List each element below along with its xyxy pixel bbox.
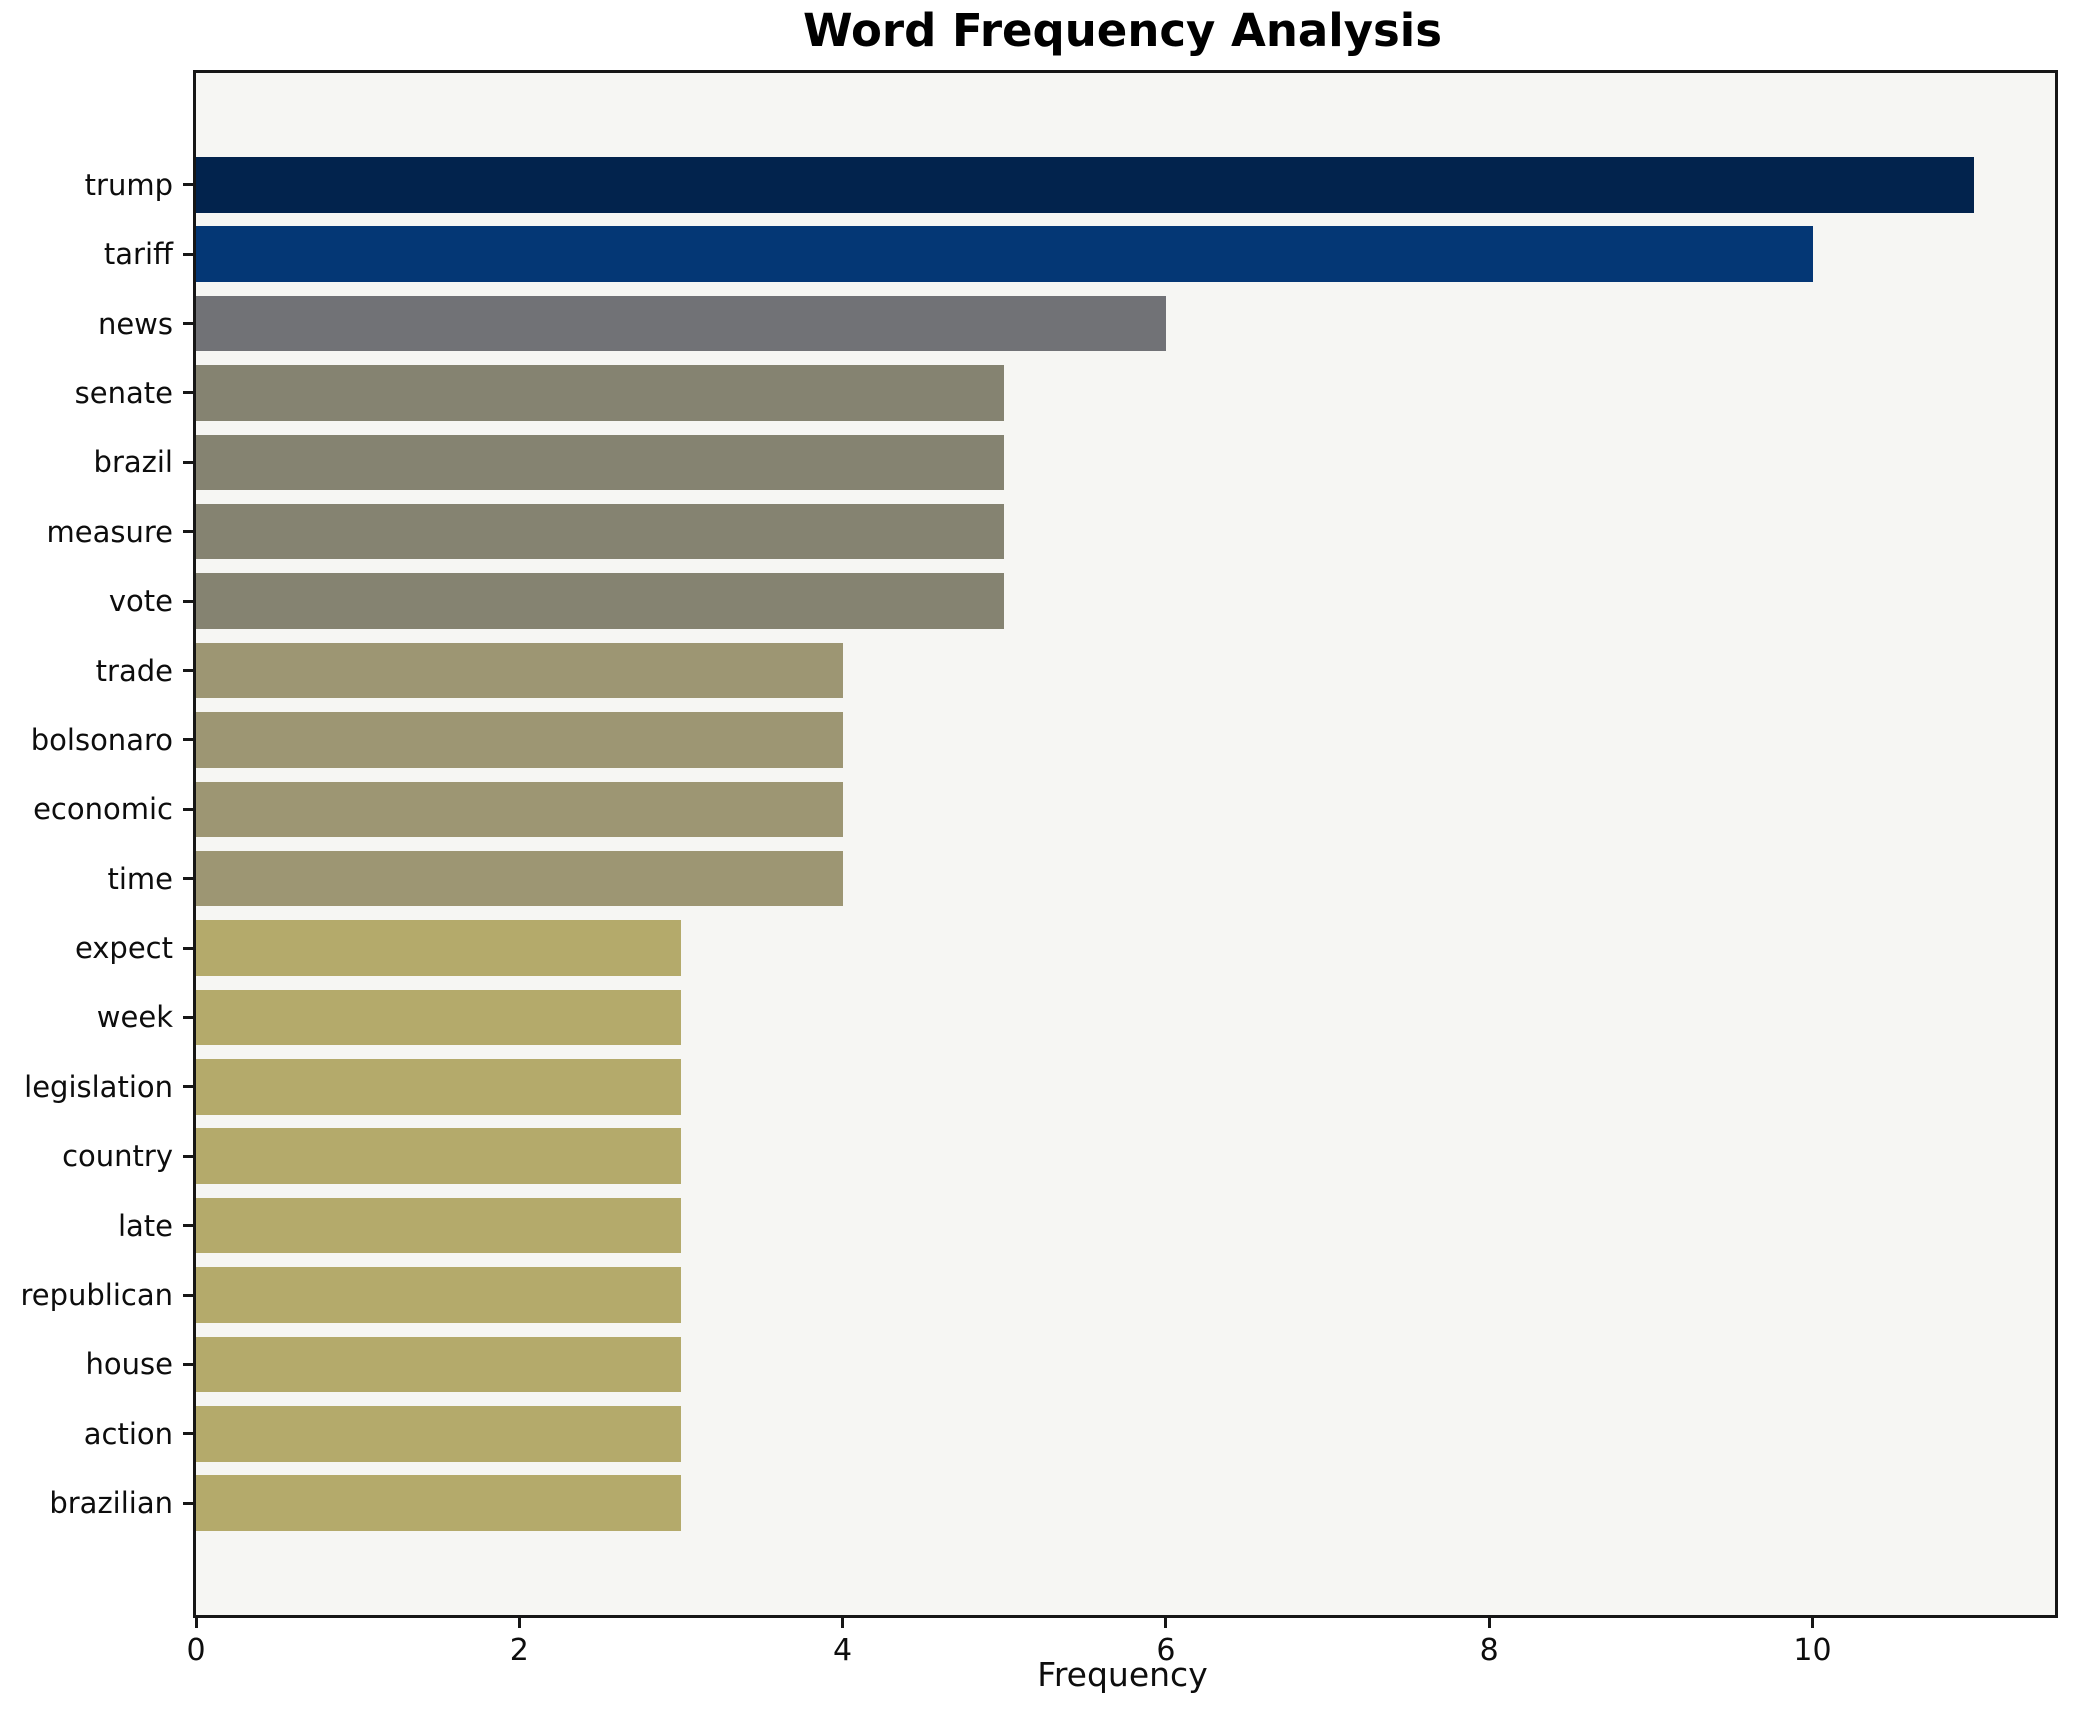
bar-trade	[196, 642, 843, 699]
y-tick-label-republican: republican	[20, 1278, 173, 1313]
y-tick-mark	[183, 530, 193, 534]
y-tick-label-time: time	[107, 861, 173, 896]
y-tick-label-economic: economic	[33, 792, 173, 827]
bar-week	[196, 989, 681, 1046]
x-tick-mark	[1164, 1618, 1168, 1628]
bar-legislation	[196, 1059, 681, 1115]
y-tick-mark	[183, 252, 193, 256]
y-tick-mark	[183, 877, 193, 881]
chart-title: Word Frequency Analysis	[802, 4, 1443, 57]
y-tick-mark	[183, 322, 193, 326]
bar-expect	[196, 920, 681, 976]
y-tick-label-news: news	[97, 306, 173, 341]
x-tick-label-10: 10	[1793, 1633, 1832, 1668]
y-tick-label-brazilian: brazilian	[49, 1486, 173, 1521]
bar-time	[196, 850, 843, 907]
y-tick-label-trump: trump	[84, 167, 173, 202]
y-tick-mark	[183, 1085, 193, 1089]
bar-senate	[196, 365, 1005, 421]
bar-house	[196, 1336, 681, 1393]
y-tick-label-vote: vote	[108, 584, 173, 619]
x-tick-mark	[1811, 1618, 1815, 1628]
y-tick-label-legislation: legislation	[24, 1069, 173, 1104]
y-tick-mark	[183, 183, 193, 187]
y-tick-mark	[183, 669, 193, 673]
bar-republican	[196, 1267, 681, 1323]
x-tick-label-0: 0	[186, 1633, 206, 1668]
y-tick-mark	[183, 460, 193, 464]
y-tick-label-trade: trade	[95, 653, 173, 688]
y-tick-mark	[183, 738, 193, 742]
y-tick-mark	[183, 1015, 193, 1019]
y-tick-mark	[183, 1432, 193, 1436]
x-tick-label-6: 6	[1156, 1633, 1176, 1668]
y-tick-label-house: house	[85, 1347, 173, 1382]
y-tick-label-bolsonaro: bolsonaro	[30, 722, 173, 757]
y-tick-label-brazil: brazil	[93, 445, 173, 480]
x-tick-mark	[841, 1618, 845, 1628]
x-tick-mark	[194, 1618, 198, 1628]
bar-vote	[196, 573, 1005, 629]
y-tick-mark	[183, 1501, 193, 1505]
y-tick-label-country: country	[62, 1139, 173, 1174]
x-axis-label: Frequency	[1037, 1655, 1208, 1694]
plot-area: trump tariff news senate brazil measure vote tr…	[20, 70, 2058, 1668]
y-tick-label-week: week	[96, 1000, 173, 1035]
bar-country	[196, 1128, 681, 1184]
y-tick-mark	[183, 946, 193, 950]
bar-late	[196, 1197, 681, 1254]
bar-measure	[196, 503, 1005, 560]
y-tick-mark	[183, 1362, 193, 1366]
y-tick-label-action: action	[83, 1416, 173, 1451]
x-tick-label-4: 4	[833, 1633, 853, 1668]
bar-bolsonaro	[196, 712, 843, 768]
y-tick-mark	[183, 599, 193, 603]
y-tick-mark	[183, 1224, 193, 1228]
x-tick-label-2: 2	[509, 1633, 529, 1668]
bar-trump	[196, 157, 1975, 213]
y-tick-label-tariff: tariff	[103, 237, 173, 272]
bar-tariff	[196, 226, 1813, 282]
x-tick-mark	[517, 1618, 521, 1628]
x-tick-label-8: 8	[1479, 1633, 1499, 1668]
y-tick-mark	[183, 1154, 193, 1158]
y-tick-label-expect: expect	[74, 931, 173, 966]
bar-brazil	[196, 434, 1005, 491]
y-tick-label-late: late	[117, 1208, 173, 1243]
bar-economic	[196, 781, 843, 838]
y-tick-label-measure: measure	[46, 514, 173, 549]
y-tick-label-senate: senate	[74, 375, 173, 410]
y-tick-mark	[183, 807, 193, 811]
y-tick-mark	[183, 1293, 193, 1297]
bar-news	[196, 295, 1166, 352]
bar-brazilian	[196, 1475, 681, 1531]
x-tick-mark	[1487, 1618, 1491, 1628]
bar-action	[196, 1406, 681, 1462]
y-tick-mark	[183, 391, 193, 395]
